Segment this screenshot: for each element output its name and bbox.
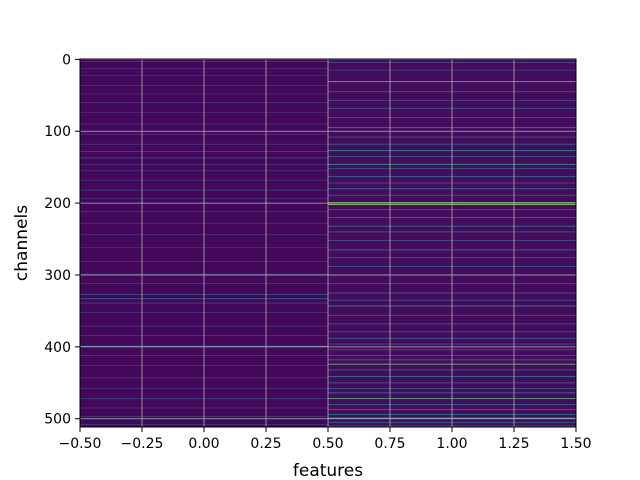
y-tick-label: 300 bbox=[44, 268, 71, 284]
y-tick-label: 500 bbox=[44, 412, 71, 428]
x-tick-label: 1.00 bbox=[436, 436, 467, 452]
x-tick-label: 1.25 bbox=[498, 436, 529, 452]
y-tick-label: 400 bbox=[44, 340, 71, 356]
y-axis-label: channels bbox=[12, 205, 32, 281]
x-tick-label: 0.00 bbox=[188, 436, 219, 452]
x-tick-label: 0.75 bbox=[374, 436, 405, 452]
axis-ticks: −0.50 −0.25 0.00 0.25 0.50 0.75 1.00 1.25 1.50 0 1… bbox=[44, 52, 591, 452]
y-tick-label: 200 bbox=[44, 196, 71, 212]
y-tick-label: 100 bbox=[44, 124, 71, 140]
x-tick-label: 1.50 bbox=[560, 436, 591, 452]
x-tick-label: 0.25 bbox=[250, 436, 281, 452]
x-tick-label: −0.50 bbox=[59, 436, 102, 452]
x-axis-label: features bbox=[293, 461, 363, 480]
x-tick-label: −0.25 bbox=[121, 436, 164, 452]
y-tick-label: 0 bbox=[62, 52, 71, 68]
x-tick-label: 0.50 bbox=[312, 436, 343, 452]
